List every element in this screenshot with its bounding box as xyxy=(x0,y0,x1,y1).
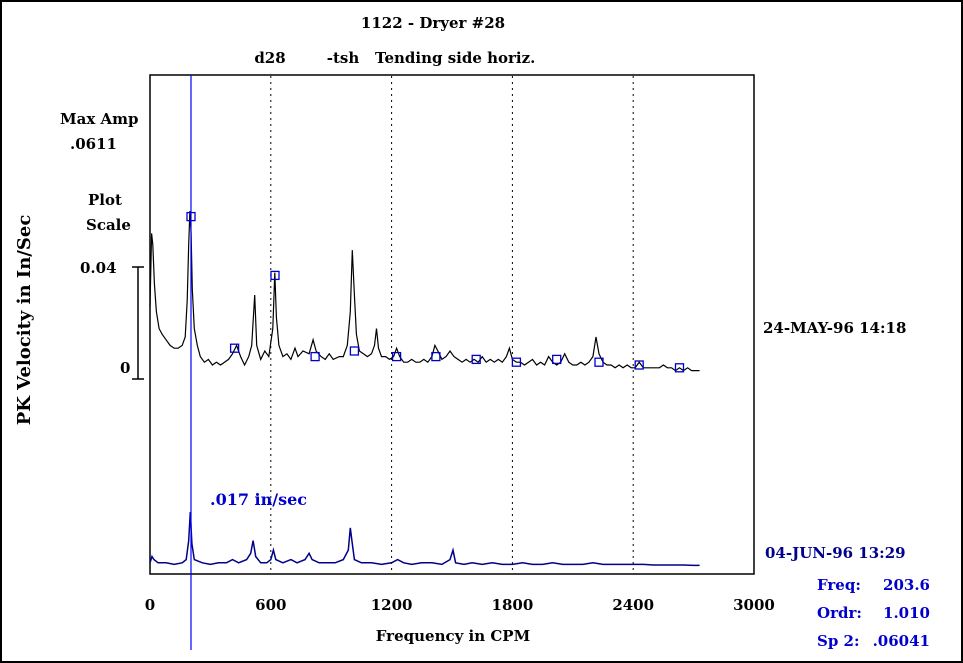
harmonic-marker-1 xyxy=(229,343,240,353)
plot-scale-label-1: Plot xyxy=(88,191,122,209)
x-tick-label-3000: 3000 xyxy=(733,596,775,614)
harmonic-marker-5 xyxy=(391,351,402,362)
ordr-label: Ordr: xyxy=(817,604,862,622)
harmonic-marker-4 xyxy=(349,346,360,356)
cursor-amplitude-label: .017 in/sec xyxy=(210,490,307,509)
y-tick-label-zero: 0 xyxy=(120,359,130,377)
max-amp-value: .0611 xyxy=(70,135,117,153)
harmonic-marker-2 xyxy=(270,270,280,281)
subtitle-code: -tsh xyxy=(327,49,360,67)
x-tick-label-1800: 1800 xyxy=(492,596,534,614)
harmonic-marker-8 xyxy=(511,357,522,367)
cursor-readout: Freq: 203.6 Ordr: 1.010 Sp 2: .06041 xyxy=(817,576,930,650)
harmonic-marker-11 xyxy=(634,360,644,370)
harmonic-marker-10 xyxy=(594,357,604,367)
plot-scale-label-2: Scale xyxy=(86,216,131,234)
plot-area xyxy=(149,74,755,575)
series-trace-jun xyxy=(149,511,700,567)
x-gridlines xyxy=(270,76,634,573)
freq-value: 203.6 xyxy=(883,576,930,594)
x-tick-label-0: 0 xyxy=(145,596,155,614)
x-tick-labels: 0 600 1200 1800 2400 3000 xyxy=(145,596,775,614)
harmonic-marker-12 xyxy=(674,363,685,373)
harmonic-marker-6 xyxy=(431,351,441,362)
plot-scale-bar xyxy=(132,266,144,380)
x-tick-label-2400: 2400 xyxy=(612,596,654,614)
series-markers-may xyxy=(186,211,685,373)
x-tick-label-600: 600 xyxy=(255,596,286,614)
x-axis-label: Frequency in CPM xyxy=(376,627,530,645)
x-tick-label-1200: 1200 xyxy=(371,596,413,614)
harmonic-marker-9 xyxy=(552,354,562,365)
max-amp-label: Max Amp xyxy=(60,110,139,128)
subtitle-id: d28 xyxy=(254,49,285,67)
harmonic-marker-3 xyxy=(310,351,320,362)
sp2-label: Sp 2: xyxy=(817,632,860,650)
ordr-value: 1.010 xyxy=(883,604,930,622)
series-trace-may xyxy=(149,210,700,372)
y-axis-label: PK Velocity in In/Sec xyxy=(14,215,35,426)
sp2-value: .06041 xyxy=(873,632,930,650)
harmonic-marker-7 xyxy=(471,354,481,365)
subtitle-text: Tending side horiz. xyxy=(375,49,535,67)
freq-label: Freq: xyxy=(817,576,861,594)
y-tick-label-top: 0.04 xyxy=(80,259,117,277)
series-label-jun: 04-JUN-96 13:29 xyxy=(765,544,906,562)
chart-title: 1122 - Dryer #28 xyxy=(361,14,505,32)
series-label-may: 24-MAY-96 14:18 xyxy=(763,319,906,337)
